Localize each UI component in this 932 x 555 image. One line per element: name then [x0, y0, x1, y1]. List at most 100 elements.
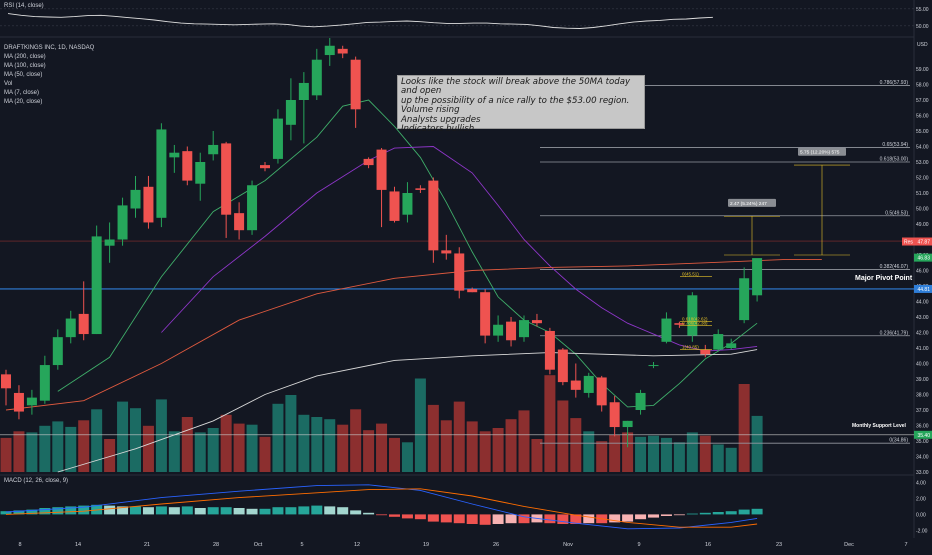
price-tick-label: 49.00	[916, 222, 929, 228]
rsi-tick-label: 50.00	[916, 24, 929, 30]
volume-bar	[298, 414, 310, 472]
legend-ma200[interactable]: MA (200, close)	[4, 54, 46, 60]
legend-ma100[interactable]: MA (100, close)	[4, 63, 46, 69]
macd-hist-bar	[440, 514, 452, 523]
x-tick-label: 26	[493, 542, 499, 548]
macd-hist-bar	[78, 505, 90, 515]
fib-level-label: 0(34.86)	[889, 438, 908, 444]
candle-body	[441, 250, 452, 254]
volume-bar	[673, 442, 685, 472]
annotation-note[interactable]: Looks like the stock will break above th…	[397, 75, 645, 134]
candle-body	[78, 313, 89, 335]
macd-hist-bar	[168, 507, 180, 515]
price-tick-label: 34.00	[916, 455, 929, 461]
price-tick-label: 40.00	[916, 362, 929, 368]
macd-hist-bar	[389, 514, 400, 517]
candle-body	[260, 165, 270, 169]
volume-bar	[194, 432, 206, 472]
legend-ma7[interactable]: MA (7, close)	[4, 90, 40, 96]
price-tag-bg	[914, 284, 932, 293]
legend-vol[interactable]: Vol	[4, 81, 13, 87]
candle-body	[39, 365, 50, 401]
support-label: Monthly Support Level	[852, 423, 906, 429]
price-tag-label: 44.81	[917, 287, 930, 293]
moving-average-line	[57, 349, 758, 473]
legend-ma20[interactable]: MA (20, close)	[4, 99, 43, 105]
candle-body	[169, 152, 180, 158]
chart-legend: DRAFTKINGS INC, 1D, NASDAQ MA (200, clos…	[4, 44, 94, 107]
fib-level-label: 0.382(46.07)	[880, 264, 909, 270]
candle-body	[467, 289, 478, 293]
candle-body	[700, 349, 711, 355]
candle-body	[648, 365, 659, 367]
volume-bar	[466, 421, 478, 472]
rsi-title: RSI (14, close)	[4, 3, 44, 9]
price-tag-label: 46.83	[917, 256, 930, 262]
macd-hist-bar	[622, 514, 634, 522]
legend-ma50[interactable]: MA (50, close)	[4, 72, 43, 78]
candle-body	[208, 144, 219, 155]
macd-hist-bar	[13, 510, 25, 515]
rsi-line	[7, 13, 713, 29]
candle-body	[104, 239, 115, 246]
candle-body	[622, 420, 633, 428]
volume-bar	[117, 401, 129, 472]
candle-body	[1, 374, 11, 389]
macd-hist-bar	[686, 513, 698, 515]
macd-hist-bar	[259, 508, 271, 515]
candle-body	[376, 149, 387, 190]
macd-hist-bar	[52, 507, 64, 515]
x-tick-label: 12	[354, 542, 360, 548]
volume-bar	[557, 400, 569, 472]
candle-body	[480, 292, 491, 336]
macd-hist-bar	[26, 509, 38, 515]
macd-hist-bar	[725, 511, 737, 515]
x-tick-label: 5	[300, 542, 303, 548]
macd-hist-bar	[155, 506, 167, 515]
candle-body	[285, 100, 296, 125]
macd-hist-bar	[363, 512, 375, 515]
pivot-label: Major Pivot Point	[855, 275, 913, 282]
volume-bar	[155, 399, 167, 472]
candle-body	[428, 180, 439, 251]
price-tag-bg	[914, 430, 932, 439]
volume-bar	[738, 384, 750, 472]
volume-bar	[699, 435, 711, 472]
candle-body	[635, 392, 646, 410]
macd-hist-bar	[233, 508, 245, 515]
price-tick-label: 43.00	[916, 315, 929, 321]
volume-bar	[376, 423, 388, 472]
candle-body	[324, 45, 335, 56]
rsi-tick-label: 55.00	[916, 7, 929, 13]
candle-body	[415, 188, 426, 190]
fib-level-label: 0.65(53.94)	[882, 142, 908, 148]
macd-hist-bar	[544, 514, 556, 524]
volume-bar	[65, 426, 77, 472]
small-fib-label: 0(45.51)	[682, 272, 699, 277]
candle-body	[687, 295, 698, 336]
macd-hist-bar	[751, 508, 763, 515]
price-tick-label: 37.00	[916, 408, 929, 414]
candle-body	[195, 162, 206, 184]
candle-body	[557, 349, 568, 383]
macd-hist-bar	[401, 514, 413, 519]
macd-hist-bar	[557, 514, 569, 524]
candle-body	[65, 318, 76, 338]
macd-hist-bar	[324, 506, 336, 515]
note-line-4: Analysts upgrades	[401, 114, 481, 125]
volume-bar	[350, 409, 362, 472]
macd-hist-bar	[207, 507, 219, 515]
volume-bar	[492, 428, 504, 472]
symbol-title[interactable]: DRAFTKINGS INC, 1D, NASDAQ	[4, 45, 95, 51]
volume-bar	[130, 408, 141, 472]
price-tick-label: 44.00	[916, 300, 929, 306]
macd-hist-bar	[117, 506, 129, 515]
macd-signal-line	[5, 488, 758, 528]
volume-bar	[414, 378, 426, 472]
candle-body	[454, 253, 465, 291]
price-tick-label: 53.00	[916, 160, 929, 166]
price-tick-label: 35.00	[916, 439, 929, 445]
volume-bar	[453, 401, 465, 472]
